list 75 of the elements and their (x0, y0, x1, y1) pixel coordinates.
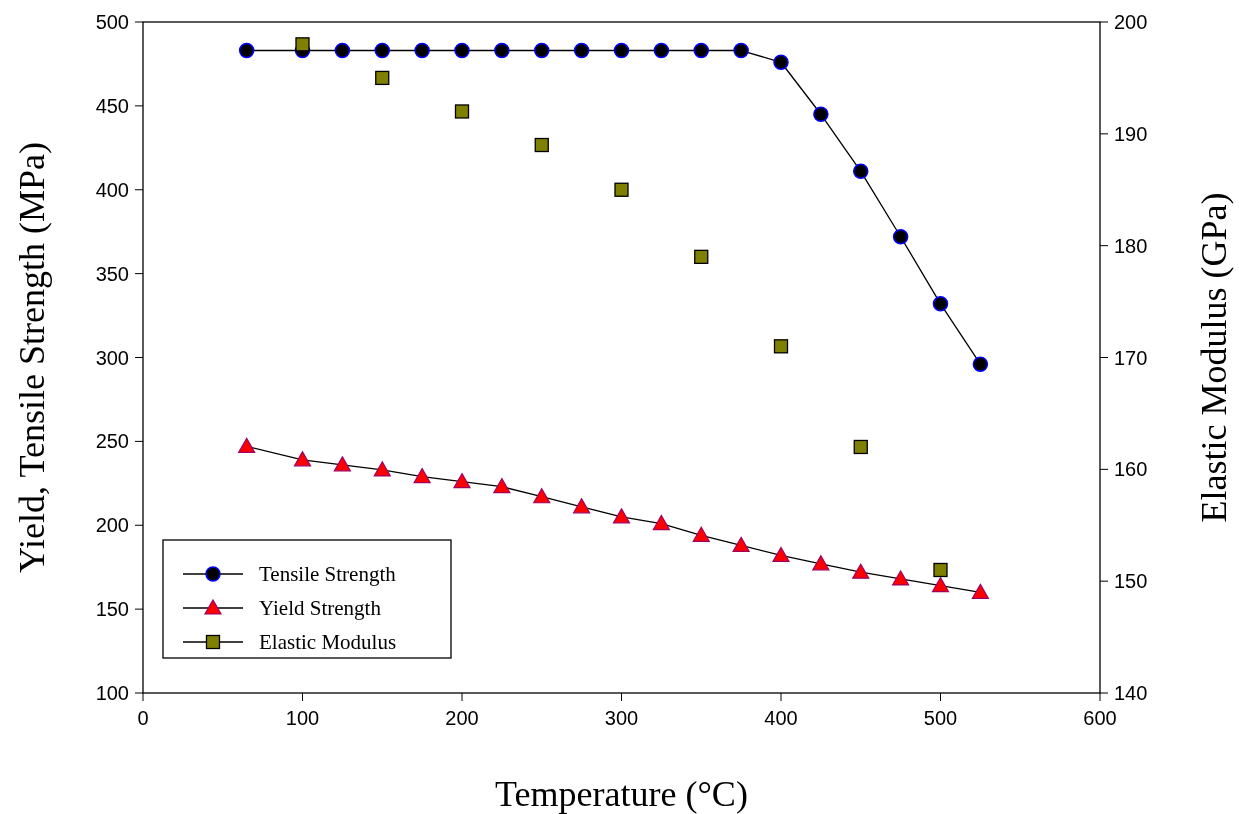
point (454, 104, 470, 119)
y-tick-label: 250 (95, 430, 129, 453)
point (454, 42, 470, 59)
y2-tick-label: 170 (1114, 346, 1148, 369)
point (238, 437, 256, 454)
point (333, 456, 351, 472)
point (852, 563, 870, 579)
point (533, 488, 551, 504)
legend-label: Yield Strength (259, 596, 382, 620)
point (534, 137, 549, 153)
y2-tick-label: 160 (1114, 458, 1148, 481)
point (534, 42, 550, 59)
x-tick-label: 100 (285, 707, 320, 729)
point (931, 577, 950, 593)
point (374, 42, 390, 59)
x-tick-label: 200 (445, 707, 479, 729)
point (933, 562, 948, 578)
point (693, 42, 709, 59)
x-tick-label: 300 (604, 707, 639, 729)
y-tick-label: 350 (95, 262, 129, 285)
point (373, 461, 391, 477)
y2-tick-label: 180 (1114, 234, 1148, 257)
point (892, 228, 909, 245)
y2-tick-label: 190 (1114, 122, 1148, 145)
x-tick-label: 500 (923, 707, 958, 729)
point (653, 42, 670, 59)
y2-tick-label: 200 (1114, 11, 1148, 33)
point (733, 42, 749, 59)
legend-label: Elastic Modulus (259, 630, 397, 654)
point (573, 42, 590, 59)
point (612, 508, 631, 524)
point (853, 439, 868, 455)
point (694, 249, 709, 264)
x-tick-label: 400 (764, 707, 798, 729)
legend-label: Tensile Strength (259, 562, 397, 586)
y-tick-label: 300 (95, 346, 129, 369)
y-tick-label: 400 (95, 178, 129, 201)
x-tick-label: 0 (137, 707, 149, 729)
point (413, 468, 431, 484)
point (334, 42, 351, 59)
point (732, 536, 750, 552)
point (813, 106, 829, 123)
point (773, 339, 789, 354)
point (293, 451, 312, 467)
point (453, 473, 471, 489)
y2-tick-label: 140 (1114, 682, 1148, 704)
y-tick-label: 500 (95, 11, 129, 33)
point (295, 37, 310, 52)
point (573, 498, 591, 514)
point (414, 42, 430, 59)
point (892, 570, 910, 586)
point (494, 42, 510, 59)
point (772, 546, 790, 563)
point (812, 555, 830, 571)
x-tick-label: 600 (1083, 707, 1117, 729)
y-tick-label: 200 (95, 514, 129, 537)
y-axis-title: Yield, Tensile Strength (MPa) (12, 142, 52, 573)
point (972, 356, 989, 372)
point (652, 514, 670, 531)
point (692, 526, 710, 542)
point (971, 583, 989, 599)
point (375, 70, 390, 86)
point (493, 478, 511, 494)
y2-tick-label: 150 (1114, 570, 1148, 593)
y2-axis-title: Elastic Modulus (GPa) (1194, 192, 1234, 523)
point (613, 42, 630, 59)
point (853, 163, 869, 180)
y-tick-label: 100 (95, 682, 129, 704)
x-axis-title: Temperature (°C) (495, 774, 748, 814)
point (932, 296, 949, 312)
point (614, 182, 629, 197)
y-tick-label: 450 (95, 94, 129, 117)
y-tick-label: 150 (95, 598, 129, 621)
point (238, 42, 255, 59)
point (773, 54, 789, 71)
